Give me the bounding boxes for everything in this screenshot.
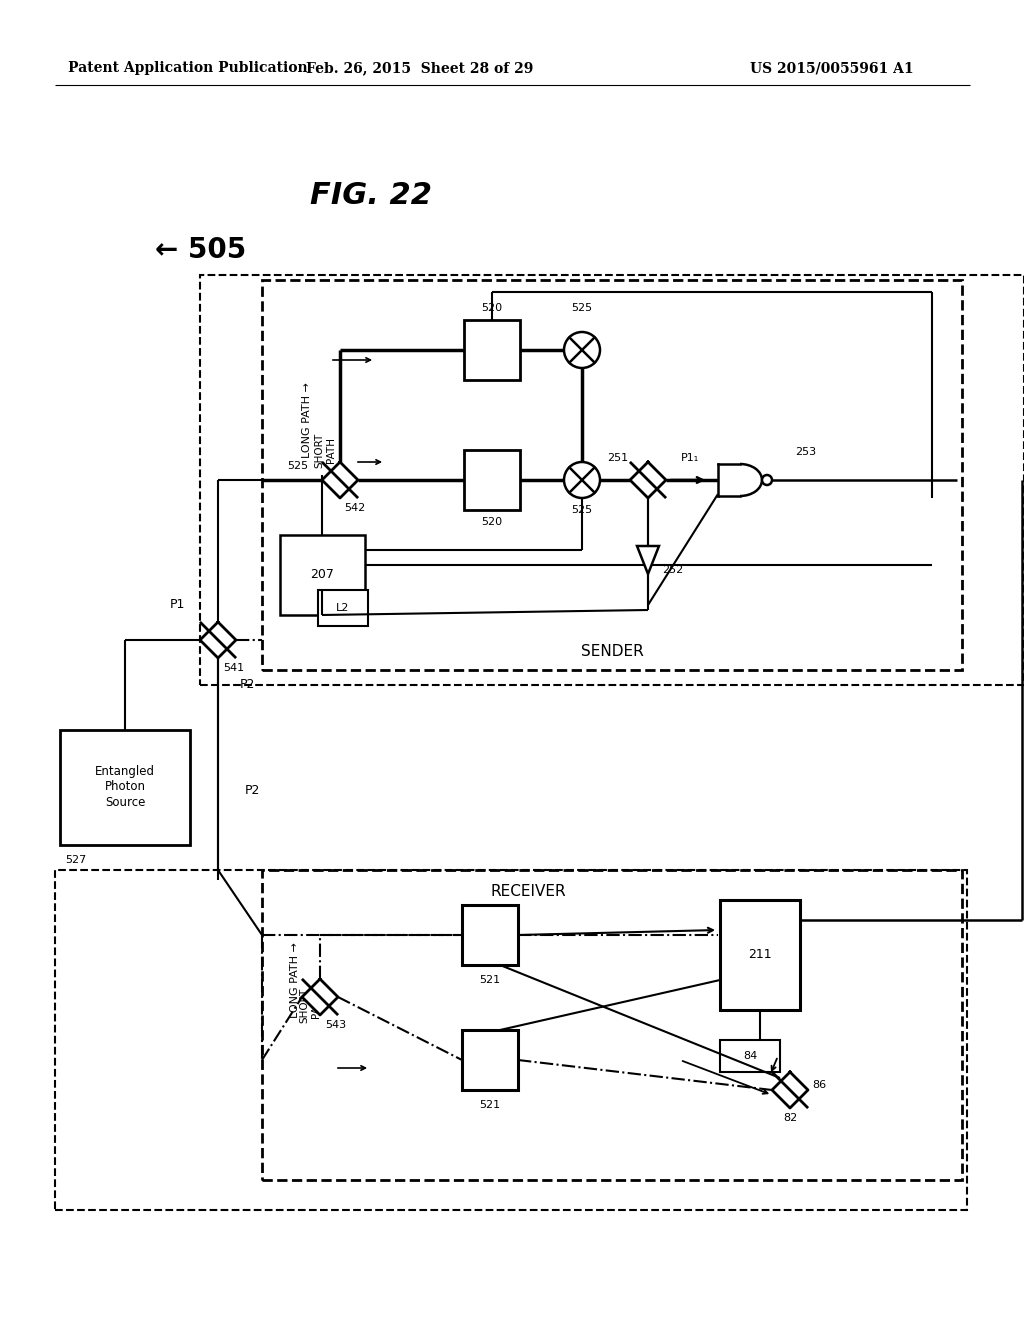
Text: P2: P2 (245, 784, 260, 796)
Text: 86: 86 (812, 1080, 826, 1090)
Polygon shape (718, 465, 740, 496)
Bar (55, 870, 967, 1210)
Polygon shape (200, 622, 236, 657)
Text: US 2015/0055961 A1: US 2015/0055961 A1 (750, 61, 913, 75)
Text: 82: 82 (783, 1113, 797, 1123)
Text: P2: P2 (240, 678, 255, 692)
Text: LONG PATH →: LONG PATH → (302, 381, 312, 458)
Text: 527: 527 (65, 855, 86, 865)
Text: 525: 525 (571, 506, 593, 515)
Polygon shape (630, 462, 666, 498)
Bar (462, 1030, 518, 1090)
Text: 543: 543 (325, 1020, 346, 1030)
Bar (262, 280, 962, 671)
Text: 253: 253 (795, 447, 816, 457)
Bar (720, 1040, 780, 1072)
Bar (280, 535, 365, 615)
Circle shape (564, 462, 600, 498)
Text: Entangled
Photon
Source: Entangled Photon Source (95, 766, 155, 808)
Text: 541: 541 (223, 663, 244, 673)
Text: 520: 520 (481, 304, 503, 313)
Polygon shape (302, 979, 338, 1015)
Polygon shape (322, 462, 358, 498)
Text: P1: P1 (170, 598, 185, 611)
Bar (200, 275, 1024, 685)
Text: SHORT
PATH: SHORT PATH (299, 987, 321, 1023)
Text: 251: 251 (607, 453, 629, 463)
Polygon shape (637, 546, 659, 574)
Polygon shape (772, 1072, 808, 1107)
Text: P1₁: P1₁ (681, 453, 699, 463)
Text: 525: 525 (287, 461, 308, 471)
Bar (262, 870, 962, 1180)
Text: 211: 211 (749, 949, 772, 961)
Text: 521: 521 (479, 1100, 501, 1110)
Text: ← 505: ← 505 (155, 236, 246, 264)
Text: 525: 525 (571, 304, 593, 313)
Text: 542: 542 (344, 503, 366, 513)
Text: 84: 84 (742, 1051, 757, 1061)
Text: 207: 207 (310, 569, 334, 582)
Text: 520: 520 (481, 517, 503, 527)
Text: L2: L2 (336, 603, 349, 612)
Text: FIG. 22: FIG. 22 (310, 181, 432, 210)
Text: 252: 252 (662, 565, 683, 576)
Bar (60, 730, 190, 845)
Circle shape (564, 333, 600, 368)
Bar (464, 319, 520, 380)
Text: 521: 521 (479, 975, 501, 985)
Bar (462, 906, 518, 965)
Bar (720, 900, 800, 1010)
Text: SENDER: SENDER (581, 644, 643, 660)
Text: SHORT
PATH: SHORT PATH (314, 433, 336, 467)
Text: LONG PATH →: LONG PATH → (290, 942, 300, 1018)
Bar (464, 450, 520, 510)
Text: Patent Application Publication: Patent Application Publication (68, 61, 307, 75)
Text: Feb. 26, 2015  Sheet 28 of 29: Feb. 26, 2015 Sheet 28 of 29 (306, 61, 534, 75)
Circle shape (762, 475, 772, 484)
Text: RECEIVER: RECEIVER (490, 884, 566, 899)
Bar (318, 590, 368, 626)
